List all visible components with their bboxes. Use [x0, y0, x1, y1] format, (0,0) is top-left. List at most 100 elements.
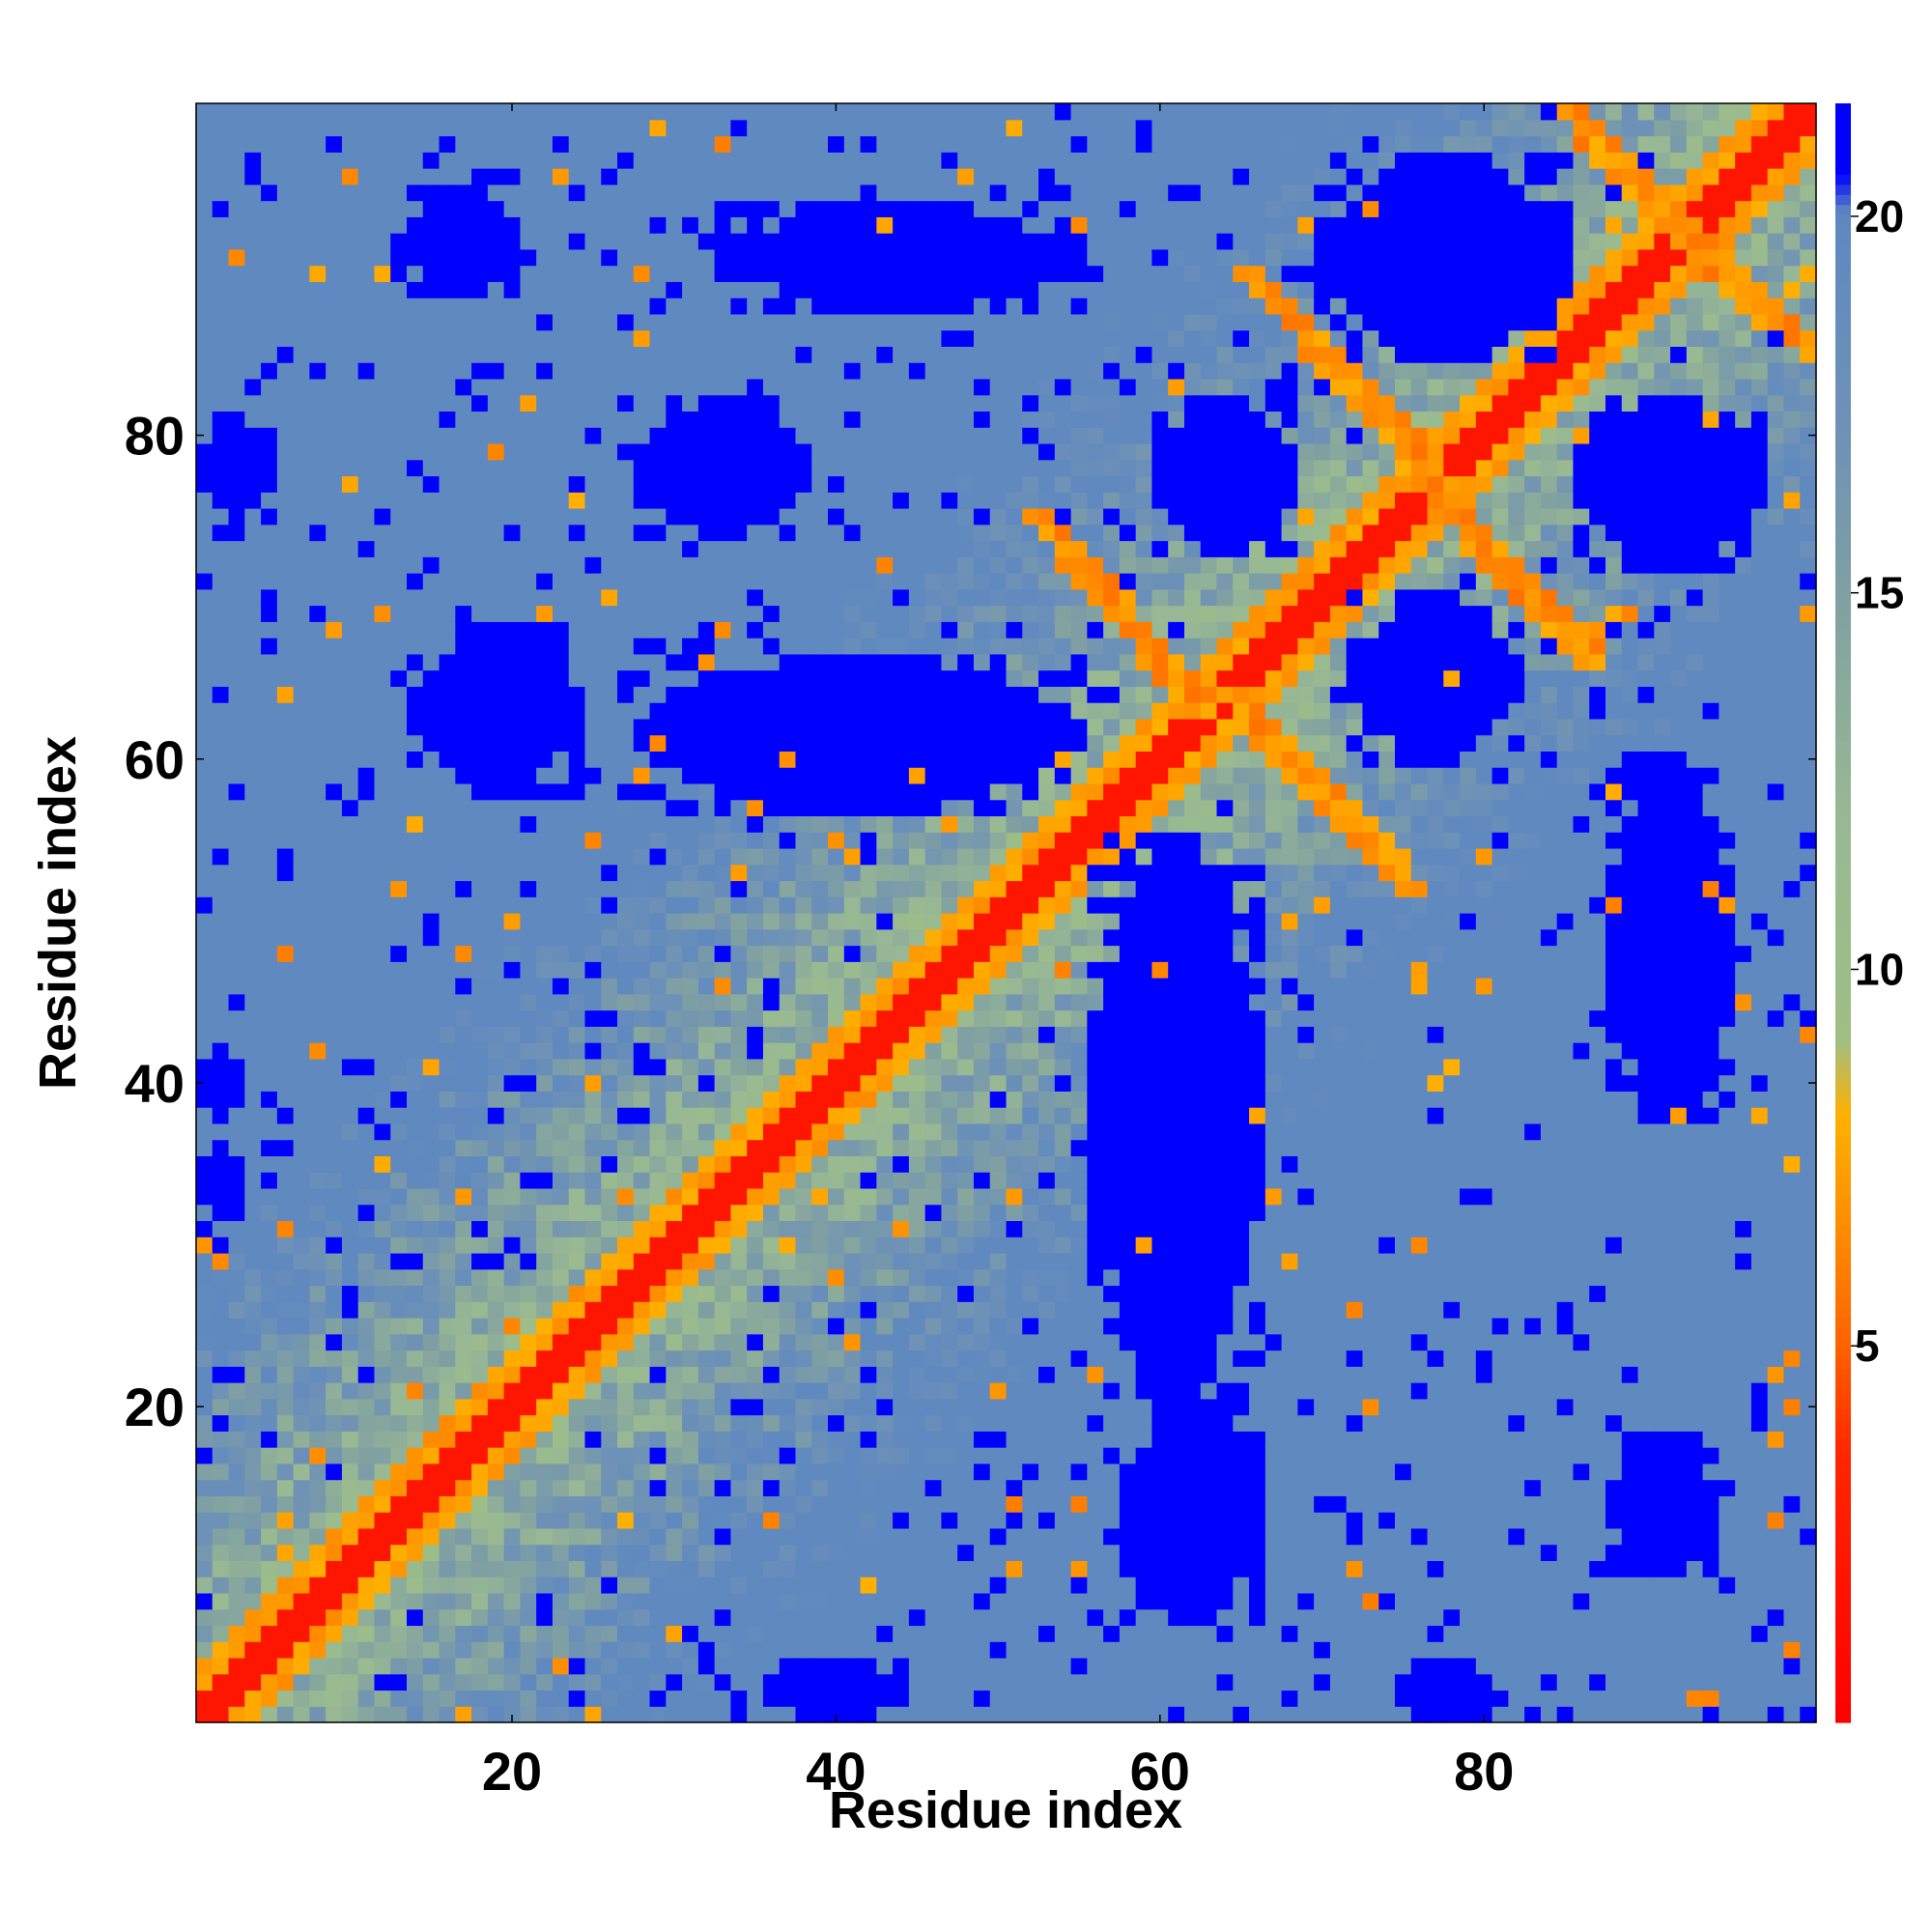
- heat-cell: [795, 621, 812, 639]
- heat-cell: [455, 378, 472, 396]
- heat-cell: [779, 281, 797, 298]
- heat-cell: [390, 508, 408, 526]
- heat-cell: [973, 313, 991, 331]
- heat-cell: [357, 103, 376, 121]
- heat-cell: [422, 492, 440, 509]
- heat-cell: [584, 281, 602, 298]
- heat-cell: [471, 864, 489, 882]
- heat-cell: [989, 394, 1008, 412]
- heat-cell: [244, 832, 262, 849]
- heat-cell: [908, 782, 926, 801]
- heat-cell: [309, 751, 327, 768]
- heat-cell: [390, 1592, 408, 1610]
- heat-cell: [876, 1447, 894, 1464]
- heat-cell: [357, 1657, 376, 1675]
- heat-cell: [828, 1318, 845, 1335]
- heat-cell: [762, 782, 781, 801]
- heat-cell: [520, 847, 537, 866]
- heat-cell: [714, 767, 732, 784]
- heat-cell: [957, 799, 975, 817]
- heat-cell: [747, 1350, 764, 1367]
- heat-cell: [714, 394, 732, 412]
- heat-cell: [374, 702, 391, 720]
- heat-cell: [487, 329, 505, 347]
- heat-cell: [471, 184, 489, 202]
- heat-cell: [601, 864, 618, 882]
- heat-cell: [957, 1463, 975, 1481]
- heat-cell: [212, 1657, 230, 1675]
- heat-cell: [908, 1301, 926, 1319]
- heat-cell: [860, 298, 877, 315]
- heat-cell: [471, 669, 489, 687]
- heat-cell: [212, 459, 230, 477]
- heat-cell: [309, 540, 327, 557]
- heat-cell: [973, 298, 991, 315]
- heat-cell: [487, 751, 505, 768]
- heat-cell: [908, 1625, 926, 1642]
- heat-cell: [957, 442, 975, 461]
- heat-cell: [293, 815, 310, 833]
- heat-cell: [601, 152, 618, 169]
- heat-cell: [649, 1350, 667, 1367]
- heat-cell: [957, 782, 975, 801]
- heat-cell: [811, 1625, 829, 1642]
- heat-cell: [326, 1706, 343, 1723]
- heat-cell: [503, 1042, 521, 1060]
- heat-cell: [860, 1447, 877, 1464]
- heat-cell: [843, 281, 862, 298]
- heat-cell: [422, 1512, 440, 1529]
- heat-cell: [893, 281, 910, 298]
- heat-cell: [293, 588, 310, 607]
- heat-cell: [795, 847, 812, 866]
- heat-cell: [666, 135, 683, 153]
- heat-cell: [407, 313, 424, 331]
- heat-cell: [520, 281, 537, 298]
- heat-cell: [326, 767, 343, 784]
- heat-cell: [584, 1058, 602, 1076]
- heat-cell: [795, 702, 812, 720]
- heat-cell: [309, 799, 327, 817]
- heat-cell: [276, 799, 295, 817]
- heat-cell: [422, 216, 440, 234]
- heat-cell: [293, 1447, 310, 1464]
- heat-cell: [666, 248, 683, 267]
- heat-cell: [617, 1706, 635, 1723]
- heat-cell: [730, 103, 748, 121]
- heat-cell: [649, 961, 667, 979]
- heat-cell: [860, 119, 877, 137]
- heat-cell: [374, 1074, 391, 1092]
- heat-cell: [617, 1091, 635, 1108]
- heat-cell: [212, 718, 230, 736]
- heat-cell: [747, 605, 764, 622]
- heat-cell: [374, 751, 391, 768]
- heat-cell: [293, 1560, 310, 1577]
- heat-cell: [293, 1350, 310, 1367]
- heat-cell: [293, 669, 310, 687]
- heat-cell: [860, 1560, 877, 1577]
- heat-cell: [309, 945, 327, 962]
- heat-cell: [374, 556, 391, 574]
- heat-cell: [407, 1058, 424, 1076]
- heat-cell: [730, 1172, 748, 1189]
- heat-cell: [568, 832, 586, 849]
- heat-cell: [326, 103, 343, 121]
- heat-cell: [244, 119, 262, 137]
- heat-cell: [261, 718, 278, 736]
- heat-cell: [552, 928, 570, 947]
- heat-cell: [730, 815, 748, 833]
- heat-cell: [811, 1690, 829, 1707]
- heat-cell: [326, 1479, 343, 1496]
- heat-cell: [779, 734, 797, 752]
- heat-cell: [924, 556, 943, 574]
- heat-cell: [374, 621, 391, 639]
- heat-cell: [536, 556, 554, 574]
- heat-cell: [714, 556, 732, 574]
- heat-cell: [212, 1122, 230, 1141]
- heat-cell: [244, 378, 262, 396]
- heat-cell: [422, 767, 440, 784]
- heat-cell: [293, 1512, 310, 1529]
- heat-cell: [357, 1042, 376, 1060]
- heat-cell: [779, 508, 797, 526]
- heat-cell: [989, 1479, 1008, 1496]
- heat-cell: [601, 427, 618, 444]
